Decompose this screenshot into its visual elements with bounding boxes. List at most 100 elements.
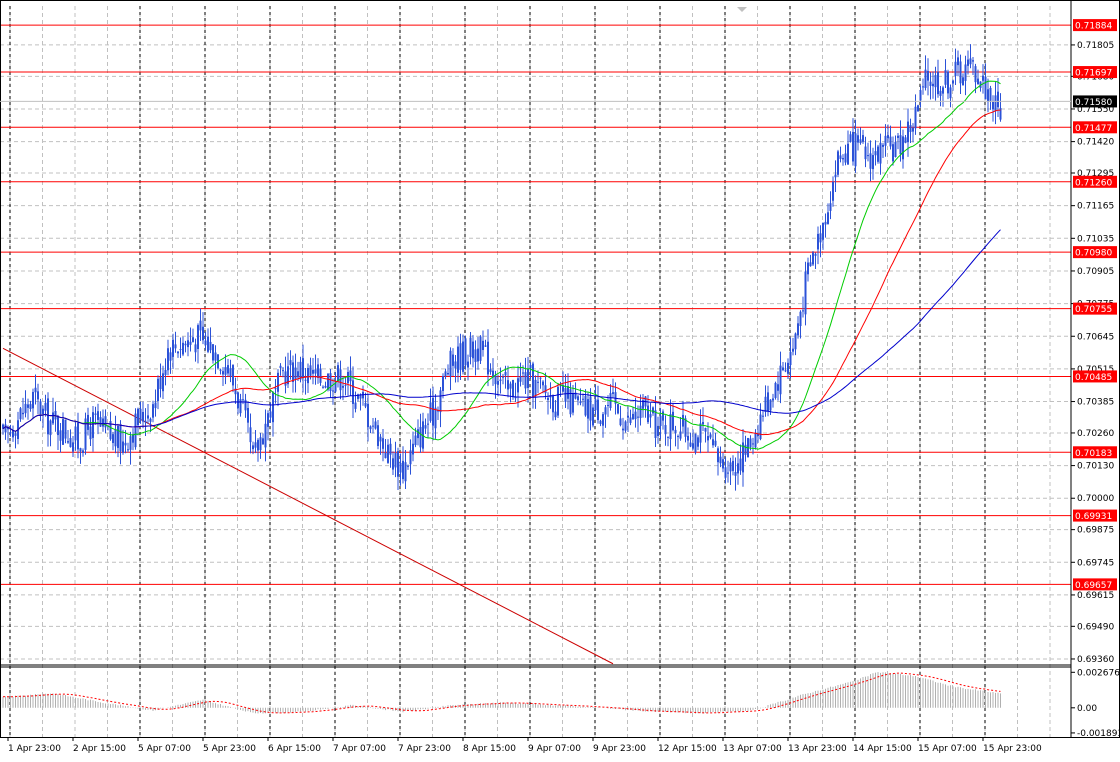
level-price-label: 0.71884 <box>1075 22 1112 32</box>
candle-body <box>654 410 657 438</box>
candle-body <box>719 456 722 464</box>
candle-body <box>914 106 917 129</box>
candle-body <box>522 372 524 374</box>
candle-body <box>264 423 267 448</box>
time-tick-label: 15 Apr 07:00 <box>918 744 977 754</box>
candle-body <box>812 252 814 265</box>
candle-body <box>814 253 817 256</box>
candle-body <box>499 379 502 381</box>
candle-body <box>912 127 914 132</box>
candle-body <box>187 340 189 348</box>
time-tick-label: 13 Apr 07:00 <box>723 744 782 754</box>
candle-body <box>954 61 957 76</box>
candle-body <box>452 354 454 366</box>
candle-body <box>819 233 822 243</box>
level-price-badge <box>1073 19 1117 32</box>
candle-body <box>37 391 39 400</box>
candle-body <box>994 95 997 112</box>
candle-body <box>947 71 949 94</box>
candle-body <box>594 399 597 411</box>
candle-body <box>149 418 152 422</box>
candle-body <box>962 77 964 86</box>
candle-body <box>757 433 759 437</box>
candle-body <box>804 271 807 315</box>
candle-body <box>282 370 284 372</box>
candle-body <box>279 365 282 369</box>
candle-body <box>442 376 444 391</box>
candle-body <box>414 435 417 446</box>
level-price-label: 0.70755 <box>1075 305 1112 315</box>
candle-body <box>679 431 682 439</box>
candle-body <box>977 78 979 85</box>
candle-body <box>92 412 94 438</box>
candle-body <box>99 417 102 427</box>
candle-body <box>302 358 304 379</box>
candle-body <box>157 378 159 402</box>
candle-body <box>684 418 687 437</box>
level-price-label: 0.71260 <box>1075 178 1112 188</box>
candle-body <box>129 436 132 450</box>
level-price-label: 0.69657 <box>1075 581 1112 591</box>
candle-body <box>957 57 959 66</box>
price-tick-label: 0.71550 <box>1077 105 1114 115</box>
candle-body <box>527 368 529 389</box>
candle-body <box>824 221 827 225</box>
candle-body <box>357 394 359 399</box>
candle-body <box>669 414 672 440</box>
candle-body <box>657 425 659 437</box>
candle-body <box>439 390 442 413</box>
candle-body <box>2 424 4 429</box>
candle-body <box>829 203 832 211</box>
candle-body <box>784 370 787 372</box>
price-tick-label: 0.70645 <box>1077 332 1114 342</box>
candle-body <box>29 404 32 409</box>
candle-body <box>909 125 912 133</box>
candle-body <box>229 368 232 377</box>
candle-body <box>44 402 47 411</box>
price-tick-label: 0.70385 <box>1077 398 1114 408</box>
candle-body <box>647 405 649 423</box>
candle-body <box>769 399 772 411</box>
candle-body <box>772 398 774 401</box>
candle-body <box>952 80 954 84</box>
candle-body <box>592 407 594 426</box>
candle-body <box>797 323 799 336</box>
candle-body <box>542 381 544 386</box>
time-tick-label: 12 Apr 15:00 <box>658 744 717 754</box>
candle-body <box>352 380 354 404</box>
candle-body <box>207 336 209 352</box>
candle-body <box>359 394 362 399</box>
candle-body <box>262 438 264 445</box>
candle-body <box>582 398 584 400</box>
candle-body <box>494 375 497 385</box>
candle-body <box>857 135 859 143</box>
candle-body <box>837 151 839 175</box>
candle-body <box>69 438 72 448</box>
candle-body <box>807 262 809 275</box>
candle-body <box>649 414 652 418</box>
candle-body <box>619 418 622 426</box>
oscillator-tick-label: 0.00 <box>1077 704 1097 714</box>
candle-body <box>212 344 214 361</box>
candle-body <box>652 407 654 414</box>
candle-body <box>389 443 392 455</box>
candle-body <box>67 441 69 443</box>
price-tick-label: 0.71035 <box>1077 234 1114 244</box>
time-tick-label: 15 Apr 23:00 <box>983 744 1042 754</box>
candle-body <box>782 367 784 371</box>
candle-body <box>137 408 139 426</box>
candle-body <box>434 407 437 429</box>
candle-body <box>387 444 389 463</box>
candle-body <box>564 388 567 402</box>
candle-body <box>704 428 707 432</box>
level-price-label: 0.71477 <box>1075 124 1112 134</box>
candle-body <box>289 360 292 366</box>
candle-body <box>294 367 297 380</box>
time-axis-labels: 1 Apr 23:00 2 Apr 15:00 5 Apr 07:00 5 Apr 2… <box>7 737 1042 754</box>
support-resistance-levels <box>0 24 1071 585</box>
candle-body <box>197 325 199 350</box>
candle-body <box>519 376 522 382</box>
candle-body <box>579 401 582 404</box>
